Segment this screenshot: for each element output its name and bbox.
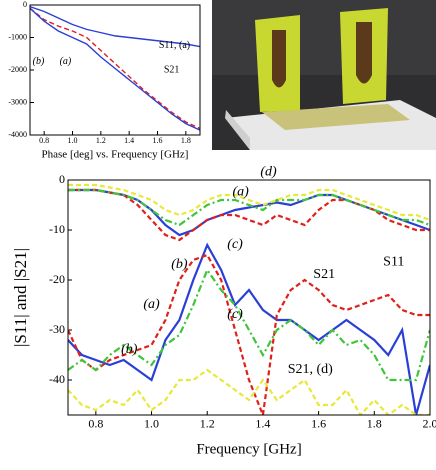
annotation: (a) [143, 297, 160, 312]
series-line [68, 253, 430, 415]
annotation: S21 [313, 267, 335, 282]
series-line [30, 7, 200, 131]
x-tick-label: 1.6 [153, 136, 163, 145]
series-line [30, 5, 200, 48]
x-tick-label: 1.0 [68, 136, 78, 145]
x-tick-label: 1.8 [367, 416, 382, 430]
plot [30, 5, 200, 131]
series-line [68, 188, 430, 242]
annotation: S11, (a) [159, 40, 190, 51]
annotation: S11 [383, 255, 404, 270]
annotation: (a) [232, 185, 249, 200]
y-tick-label: -20 [49, 272, 65, 286]
y-tick-label: -40 [49, 372, 65, 386]
x-tick-label: 1.0 [144, 416, 159, 430]
x-axis-label: Frequency [GHz] [196, 441, 301, 457]
series-line [68, 242, 430, 415]
x-tick-label: 1.2 [96, 136, 106, 145]
series-line [68, 368, 430, 415]
series-line [68, 183, 430, 222]
annotation: (d) [260, 165, 277, 180]
photo [212, 0, 436, 150]
plot-frame [67, 179, 431, 416]
series-line [30, 7, 200, 130]
y-tick-label: 0 [59, 172, 65, 186]
annotation: (a) [60, 56, 72, 67]
y-tick-label: -10 [49, 222, 65, 236]
plot [68, 183, 430, 415]
x-tick-label: 1.4 [124, 136, 134, 145]
x-tick-label: 1.4 [255, 416, 270, 430]
annotation: (c) [227, 237, 243, 252]
y-tick-label: -3000 [8, 97, 27, 106]
plot-frame [29, 4, 201, 136]
annotation: (c) [227, 307, 243, 322]
y-tick-label: -4000 [8, 130, 27, 139]
y-tick-label: -30 [49, 322, 65, 336]
x-tick-label: 1.8 [181, 136, 191, 145]
annotation: (b) [33, 56, 45, 67]
annotation: (b) [121, 342, 138, 357]
series-line [68, 267, 430, 382]
y-axis-label: |S11| and |S21| [11, 248, 30, 347]
x-tick-label: 1.6 [311, 416, 326, 430]
x-tick-label: 0.8 [39, 136, 49, 145]
x-tick-label: 0.8 [88, 416, 103, 430]
annotation: S21 [164, 64, 180, 75]
x-axis-label: Phase [deg] vs. Frequency [GHz] [42, 149, 189, 161]
series-line [68, 188, 430, 237]
y-tick-label: -1000 [8, 32, 27, 41]
annotation: (b) [171, 257, 188, 272]
x-tick-label: 1.2 [200, 416, 215, 430]
series-line [68, 188, 430, 227]
y-tick-label: 0 [23, 0, 27, 9]
annotation: S21, (d) [288, 362, 333, 377]
y-tick-label: -2000 [8, 65, 27, 74]
x-tick-label: 2.0 [423, 416, 436, 430]
